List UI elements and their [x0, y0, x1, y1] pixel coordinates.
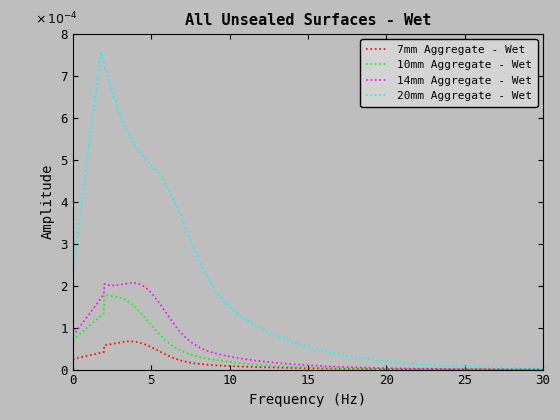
10mm Aggregate - Wet [270, 363, 277, 368]
20mm Aggregate - Wet [97, 49, 104, 54]
14mm Aggregate - Wet [123, 281, 130, 286]
10mm Aggregate - Wet [123, 298, 130, 303]
Text: $\times\,10^{-4}$: $\times\,10^{-4}$ [35, 10, 78, 27]
10mm Aggregate - Wet [250, 362, 256, 367]
Line: 20mm Aggregate - Wet: 20mm Aggregate - Wet [73, 52, 543, 368]
7mm Aggregate - Wet [480, 367, 487, 372]
14mm Aggregate - Wet [540, 367, 547, 372]
10mm Aggregate - Wet [540, 367, 547, 372]
14mm Aggregate - Wet [250, 358, 256, 363]
10mm Aggregate - Wet [480, 367, 487, 372]
20mm Aggregate - Wet [123, 128, 130, 133]
20mm Aggregate - Wet [270, 332, 277, 337]
14mm Aggregate - Wet [69, 333, 76, 339]
Legend: 7mm Aggregate - Wet, 10mm Aggregate - Wet, 14mm Aggregate - Wet, 20mm Aggregate : 7mm Aggregate - Wet, 10mm Aggregate - We… [361, 39, 538, 107]
7mm Aggregate - Wet [531, 367, 538, 372]
20mm Aggregate - Wet [250, 322, 256, 327]
14mm Aggregate - Wet [151, 294, 158, 299]
7mm Aggregate - Wet [270, 365, 277, 370]
Line: 14mm Aggregate - Wet: 14mm Aggregate - Wet [73, 283, 543, 370]
10mm Aggregate - Wet [151, 326, 158, 331]
Y-axis label: Amplitude: Amplitude [41, 164, 55, 239]
14mm Aggregate - Wet [480, 367, 487, 372]
20mm Aggregate - Wet [540, 366, 547, 371]
7mm Aggregate - Wet [123, 339, 130, 344]
10mm Aggregate - Wet [101, 293, 108, 298]
X-axis label: Frequency (Hz): Frequency (Hz) [249, 393, 367, 407]
7mm Aggregate - Wet [250, 365, 256, 370]
20mm Aggregate - Wet [480, 365, 487, 370]
Title: All Unsealed Surfaces - Wet: All Unsealed Surfaces - Wet [185, 13, 431, 28]
10mm Aggregate - Wet [531, 367, 538, 372]
14mm Aggregate - Wet [129, 281, 136, 286]
20mm Aggregate - Wet [531, 366, 538, 371]
7mm Aggregate - Wet [127, 339, 133, 344]
14mm Aggregate - Wet [270, 360, 277, 365]
7mm Aggregate - Wet [540, 367, 547, 372]
Line: 7mm Aggregate - Wet: 7mm Aggregate - Wet [73, 341, 543, 370]
Line: 10mm Aggregate - Wet: 10mm Aggregate - Wet [73, 295, 543, 370]
10mm Aggregate - Wet [69, 338, 76, 343]
7mm Aggregate - Wet [151, 346, 158, 351]
20mm Aggregate - Wet [151, 167, 158, 172]
20mm Aggregate - Wet [69, 270, 76, 276]
14mm Aggregate - Wet [531, 367, 538, 372]
7mm Aggregate - Wet [69, 357, 76, 362]
